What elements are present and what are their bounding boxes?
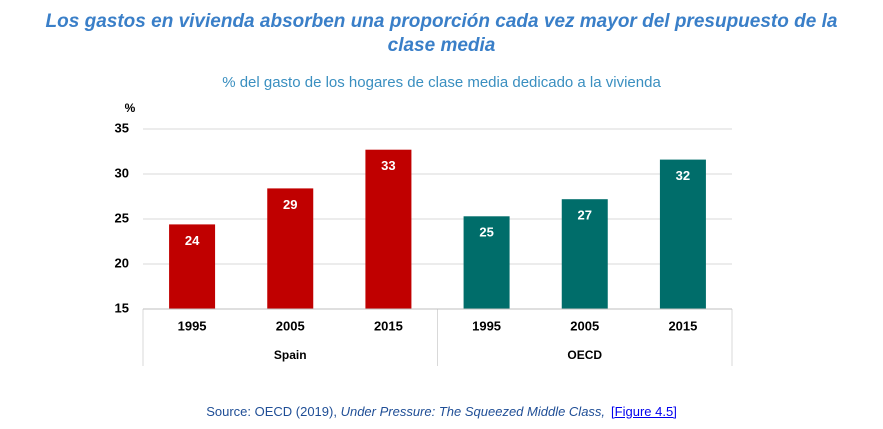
value-label: 29: [283, 197, 297, 212]
source-prefix: Source: OECD (2019),: [206, 404, 341, 419]
y-tick-label: 25: [115, 210, 129, 225]
chart: % 15 20 25 30 35 1995 24 2005 29 2015 33 Spain 1995 2…: [115, 101, 733, 366]
value-label: 25: [479, 225, 493, 240]
value-label: 33: [381, 158, 395, 173]
source: Source: OECD (2019), Under Pressure: The…: [0, 404, 883, 419]
y-tick-label: 35: [115, 120, 129, 135]
bar: [561, 199, 608, 309]
x-tick-label: 1995: [178, 318, 207, 333]
group-label: Spain: [274, 348, 307, 362]
chart-subtitle: % del gasto de los hogares de clase medi…: [222, 74, 661, 91]
bar: [659, 159, 706, 309]
value-label: 27: [578, 208, 592, 223]
y-tick-label: 15: [115, 300, 129, 315]
x-tick-label: 2015: [374, 318, 403, 333]
bar: [267, 188, 314, 309]
value-label: 24: [185, 233, 200, 248]
source-link[interactable]: [Figure 4.5]: [611, 404, 677, 419]
y-tick-label: 30: [115, 165, 129, 180]
y-axis-label: %: [125, 101, 136, 115]
x-tick-label: 2015: [668, 318, 697, 333]
x-tick-label: 2005: [276, 318, 305, 333]
bar: [169, 224, 216, 309]
chart-title: Los gastos en vivienda absorben una prop…: [45, 11, 838, 56]
y-tick-label: 20: [115, 255, 129, 270]
bar: [463, 216, 510, 309]
x-tick-label: 2005: [570, 318, 599, 333]
source-publication: Under Pressure: The Squeezed Middle Clas…: [340, 404, 606, 419]
group-label: OECD: [567, 348, 602, 362]
value-label: 32: [676, 168, 690, 183]
x-tick-label: 1995: [472, 318, 501, 333]
bar: [365, 149, 412, 309]
